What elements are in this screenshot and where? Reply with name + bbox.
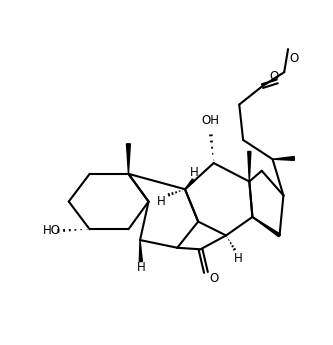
Text: H: H xyxy=(158,195,166,208)
Text: O: O xyxy=(269,70,279,83)
Text: O: O xyxy=(209,272,218,285)
Polygon shape xyxy=(185,179,195,189)
Text: HO: HO xyxy=(43,224,61,237)
Text: H: H xyxy=(234,252,243,265)
Polygon shape xyxy=(252,217,280,237)
Polygon shape xyxy=(139,240,143,262)
Polygon shape xyxy=(127,144,130,174)
Text: OH: OH xyxy=(201,114,219,127)
Polygon shape xyxy=(248,151,251,181)
Text: H: H xyxy=(190,166,199,179)
Polygon shape xyxy=(273,157,294,160)
Text: H: H xyxy=(137,261,145,274)
Text: O: O xyxy=(290,52,299,65)
